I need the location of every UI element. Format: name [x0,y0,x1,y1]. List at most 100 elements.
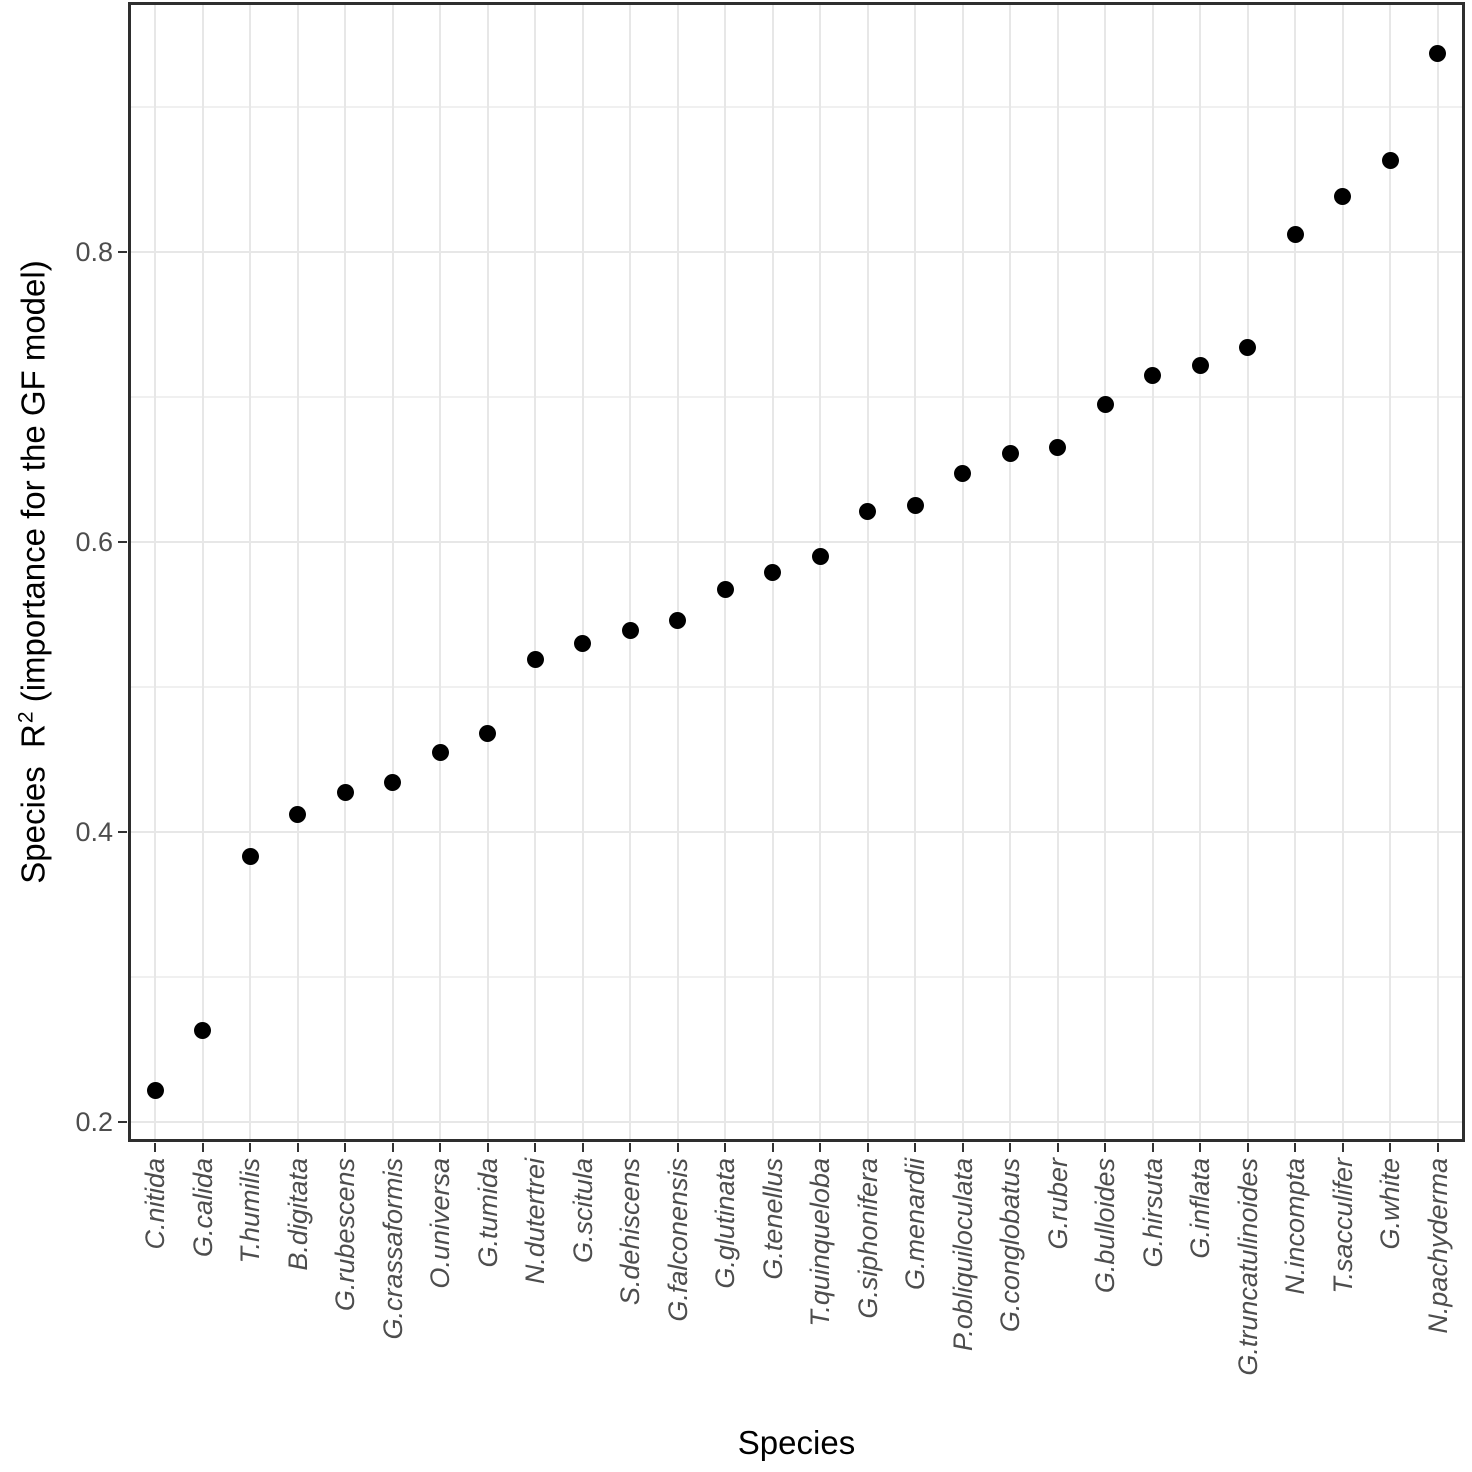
gridline-x-major [914,2,916,1142]
data-point [1001,445,1019,463]
x-tick-label: G.conglobatus [995,1158,1025,1333]
data-point [526,650,544,668]
y-tick-label: 0.2 [75,1107,113,1137]
x-tick-mark [676,1143,679,1152]
data-point [384,774,401,792]
data-point [811,548,829,565]
x-tick-label: G.siphonifera [852,1158,883,1319]
gridline-x-major [581,2,584,1142]
x-tick-label: G.calida [187,1158,218,1258]
x-tick-mark [866,1143,869,1152]
x-tick-label: T.sacculifer [1327,1158,1358,1294]
gridline-y-major [128,831,1465,833]
x-tick-label: G.tumida [472,1158,503,1268]
data-point [1429,44,1446,62]
x-tick-label: G.falconensis [662,1158,693,1322]
x-tick-mark [1389,1143,1391,1152]
x-tick-mark [154,1143,156,1152]
data-point [621,621,639,639]
x-tick-mark [1294,1143,1296,1152]
y-tick-mark [118,251,127,253]
x-axis-title: Species [737,1424,856,1461]
gridline-x-major [1151,2,1154,1142]
data-point [906,497,924,515]
x-tick-mark [1056,1143,1059,1152]
data-point [1144,366,1161,384]
data-point [336,784,354,802]
data-point [1381,152,1399,170]
gridline-y-minor [128,976,1465,978]
x-tick-mark [249,1143,251,1152]
y-tick-mark [118,831,127,833]
gridline-x-major [249,2,251,1142]
gridline-y-minor [128,686,1465,688]
x-tick-mark [1246,1143,1249,1152]
x-tick-label: N.incompta [1280,1158,1310,1295]
gridline-x-major [1104,2,1106,1142]
data-point [1191,356,1209,374]
gridline-x-major [1436,2,1439,1142]
data-point [241,848,259,866]
data-point [289,806,306,824]
gridline-x-major [1199,2,1201,1142]
x-tick-label: G.menardii [900,1158,930,1291]
gridline-x-major [819,2,821,1142]
y-axis-title: Species R2 (importance for the GF model) [15,260,53,883]
y-tick-mark [118,1121,127,1123]
data-point [859,503,876,521]
x-tick-mark [629,1143,631,1152]
data-point [574,635,591,652]
data-point [194,1022,211,1040]
y-axis-title-superscript: 2 [15,711,39,724]
data-point [479,724,496,742]
gridline-y-major [128,251,1465,253]
gridline-x-major [486,2,489,1142]
gridline-x-major [866,2,869,1142]
x-tick-mark [1104,1143,1106,1152]
x-tick-mark [296,1143,299,1152]
x-tick-mark [201,1143,204,1152]
gridline-x-major [439,2,441,1142]
gridline-x-major [1341,2,1344,1142]
y-tick-label: 0.4 [75,817,113,847]
x-tick-label: G.bulloides [1090,1158,1120,1294]
x-tick-label: G.scitula [567,1158,598,1264]
gridline-x-major [1294,2,1296,1142]
x-tick-mark [1009,1143,1011,1152]
x-tick-label: S.dehiscens [615,1158,645,1306]
data-point [1096,395,1114,413]
gridline-x-major [724,2,726,1142]
gridline-x-major [961,2,964,1142]
y-tick-label: 0.8 [75,237,113,267]
x-tick-mark [914,1143,916,1152]
x-tick-mark [724,1143,726,1152]
x-tick-label: T.humilis [235,1158,265,1264]
x-tick-mark [771,1143,774,1152]
gridline-x-major [296,2,299,1142]
data-point [431,743,449,761]
x-tick-mark [1199,1143,1201,1152]
gridline-x-major [629,2,631,1142]
data-point [764,563,781,581]
gridline-x-major [201,2,204,1142]
data-point [669,611,686,629]
x-tick-label: G.truncatulinoides [1232,1158,1263,1376]
data-point [716,581,734,599]
y-axis-title-prefix: Species R [15,724,53,884]
x-tick-label: G.rubescens [330,1158,360,1312]
x-tick-mark [1151,1143,1154,1152]
data-point [1239,339,1256,357]
x-tick-label: G.glutinata [710,1158,740,1289]
gridline-x-major [1009,2,1011,1142]
data-point [146,1081,164,1099]
x-tick-label: T.quinqueloba [805,1158,835,1327]
gridline-x-major [1056,2,1059,1142]
x-tick-label: O.universa [425,1158,455,1289]
gridline-y-major [128,541,1465,543]
gridline-x-major [1246,2,1249,1142]
data-point [1286,226,1304,244]
x-tick-label: G.white [1375,1158,1405,1250]
y-axis-title-suffix: (importance for the GF model) [15,260,53,712]
x-tick-mark [391,1143,394,1152]
